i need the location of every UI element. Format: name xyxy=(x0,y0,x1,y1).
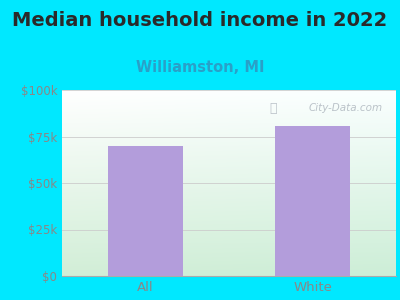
Text: ⓘ: ⓘ xyxy=(269,102,276,115)
Bar xyxy=(108,146,183,276)
Bar xyxy=(275,126,350,276)
Text: Williamston, MI: Williamston, MI xyxy=(136,60,264,75)
Text: Median household income in 2022: Median household income in 2022 xyxy=(12,11,388,29)
Text: City-Data.com: City-Data.com xyxy=(308,103,383,113)
